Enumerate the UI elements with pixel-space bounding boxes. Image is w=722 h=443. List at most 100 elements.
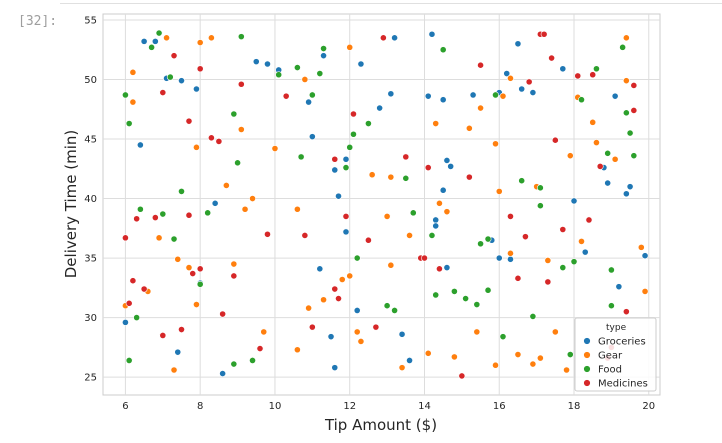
point-medicines bbox=[185, 211, 193, 219]
point-gear bbox=[507, 249, 514, 257]
data-points bbox=[122, 29, 649, 380]
point-food bbox=[536, 202, 544, 210]
point-gear bbox=[529, 360, 537, 368]
point-food bbox=[346, 143, 354, 151]
point-gear bbox=[551, 328, 559, 336]
point-groceries bbox=[469, 91, 477, 99]
point-gear bbox=[566, 152, 574, 160]
point-medicines bbox=[465, 173, 473, 181]
point-food bbox=[630, 152, 638, 160]
point-medicines bbox=[458, 372, 466, 380]
point-medicines bbox=[215, 137, 223, 145]
point-food bbox=[477, 240, 484, 248]
point-food bbox=[529, 313, 537, 320]
point-gear bbox=[637, 243, 645, 251]
y-tick-labels: 25 30 35 40 45 50 55 bbox=[84, 15, 97, 383]
x-tick-label: 6 bbox=[122, 401, 128, 412]
point-medicines bbox=[630, 107, 638, 114]
point-medicines bbox=[151, 214, 159, 221]
point-groceries bbox=[514, 40, 522, 48]
point-food bbox=[484, 286, 492, 294]
point-groceries bbox=[581, 248, 589, 256]
point-medicines bbox=[189, 270, 197, 277]
point-gear bbox=[495, 188, 503, 195]
y-tick-label: 40 bbox=[84, 194, 97, 205]
point-groceries bbox=[432, 222, 440, 230]
point-gear bbox=[301, 76, 309, 83]
point-gear bbox=[424, 349, 432, 357]
point-medicines bbox=[129, 277, 137, 285]
point-food bbox=[342, 164, 350, 171]
point-medicines bbox=[122, 234, 129, 242]
point-food bbox=[383, 302, 391, 310]
point-groceries bbox=[439, 186, 447, 194]
point-food bbox=[432, 291, 440, 299]
point-food bbox=[275, 71, 283, 79]
point-food bbox=[308, 91, 316, 99]
point-food bbox=[122, 91, 129, 99]
point-gear bbox=[271, 145, 279, 152]
point-groceries bbox=[622, 190, 630, 198]
point-groceries bbox=[447, 162, 455, 170]
point-groceries bbox=[424, 92, 432, 100]
point-gear bbox=[249, 195, 256, 202]
x-tick-label: 8 bbox=[197, 401, 203, 412]
point-gear bbox=[593, 139, 600, 146]
point-groceries bbox=[193, 85, 200, 93]
point-gear bbox=[473, 328, 481, 336]
point-groceries bbox=[604, 179, 612, 187]
point-gear bbox=[293, 205, 301, 213]
point-food bbox=[578, 96, 585, 104]
point-medicines bbox=[551, 136, 559, 144]
x-tick-label: 16 bbox=[493, 401, 506, 412]
plot-area bbox=[102, 13, 661, 396]
point-medicines bbox=[372, 323, 380, 331]
y-tick-label: 45 bbox=[84, 135, 97, 146]
point-food bbox=[536, 184, 544, 192]
point-food bbox=[402, 174, 410, 182]
point-groceries bbox=[331, 364, 339, 372]
point-medicines bbox=[585, 216, 593, 224]
point-food bbox=[230, 360, 238, 368]
point-medicines bbox=[196, 65, 204, 73]
point-gear bbox=[443, 208, 451, 216]
point-gear bbox=[536, 354, 544, 362]
point-groceries bbox=[518, 85, 526, 93]
cell-execution-prompt: [32]: bbox=[18, 14, 58, 29]
point-medicines bbox=[185, 117, 193, 125]
y-axis-label: Delivery Time (min) bbox=[62, 130, 80, 279]
point-gear bbox=[398, 364, 406, 372]
point-gear bbox=[241, 205, 249, 213]
point-food bbox=[391, 307, 398, 314]
point-gear bbox=[208, 34, 215, 42]
legend-box bbox=[574, 317, 657, 392]
x-tick-label: 12 bbox=[343, 401, 356, 412]
point-medicines bbox=[540, 30, 548, 38]
point-medicines bbox=[622, 308, 630, 316]
point-gear bbox=[622, 77, 630, 85]
legend-items: Groceries Gear Food Medicines bbox=[583, 337, 648, 390]
point-food bbox=[593, 65, 600, 73]
point-gear bbox=[477, 104, 484, 112]
point-groceries bbox=[406, 357, 413, 364]
point-food bbox=[353, 254, 361, 262]
point-gear bbox=[492, 140, 499, 148]
point-medicines bbox=[335, 295, 342, 302]
point-medicines bbox=[125, 299, 133, 307]
point-groceries bbox=[136, 141, 144, 149]
point-medicines bbox=[514, 274, 522, 282]
point-groceries bbox=[611, 92, 619, 100]
point-gear bbox=[432, 120, 440, 127]
point-medicines bbox=[159, 89, 167, 96]
point-food bbox=[484, 235, 492, 243]
point-medicines bbox=[159, 332, 167, 339]
point-groceries bbox=[219, 370, 227, 377]
legend-label-groceries: Groceries bbox=[598, 337, 646, 348]
point-medicines bbox=[522, 233, 529, 241]
point-food bbox=[136, 205, 144, 213]
point-medicines bbox=[379, 34, 387, 42]
point-groceries bbox=[151, 37, 159, 45]
point-medicines bbox=[559, 226, 567, 233]
point-groceries bbox=[331, 166, 339, 174]
point-food bbox=[234, 159, 241, 167]
